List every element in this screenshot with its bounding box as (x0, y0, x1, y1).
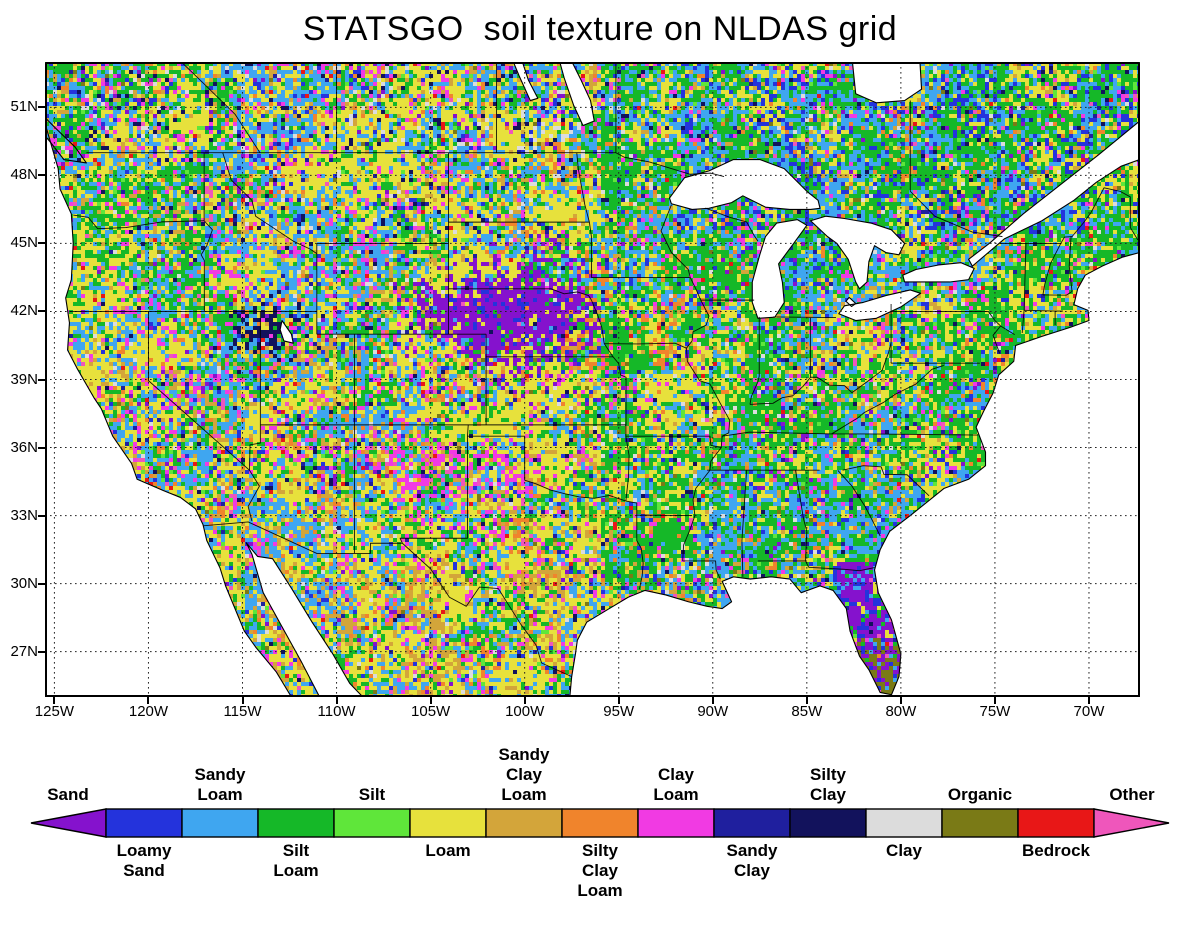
legend-label-silt: Silt (358, 785, 386, 804)
lat-tick-label: 30N (10, 574, 38, 592)
lat-tick-label: 39N (10, 370, 38, 388)
lon-tick-label: 100W (505, 703, 545, 720)
lat-tick-mark (38, 378, 45, 381)
lon-tick-label: 75W (979, 703, 1011, 720)
legend-swatch-silt-loam (257, 808, 335, 838)
lon-tick-mark (711, 697, 714, 704)
lon-tick-mark (899, 697, 902, 704)
lat-tick-label: 36N (10, 438, 38, 456)
legend-swatch-sandy-loam (181, 808, 259, 838)
legend-label-silt-loam: Silt Loam (273, 841, 319, 880)
legend-label-other: Other (1109, 785, 1155, 804)
lon-tick-label: 105W (411, 703, 451, 720)
legend-swatch-sand (30, 808, 107, 838)
lon-tick-label: 125W (34, 703, 74, 720)
legend-label-sandy-clay-loam: Sandy Clay Loam (498, 745, 550, 804)
lat-tick-mark (38, 514, 45, 517)
legend-swatch-clay (865, 808, 943, 838)
lat-tick-label: 48N (10, 166, 38, 184)
legend-swatch-silt (333, 808, 411, 838)
lon-tick-label: 110W (317, 703, 356, 720)
legend-label-organic: Organic (947, 785, 1013, 804)
lon-tick-label: 80W (885, 703, 917, 720)
legend-swatch-bedrock (1017, 808, 1095, 838)
lat-tick-mark (38, 174, 45, 177)
lat-tick-mark (38, 446, 45, 449)
lat-tick-label: 33N (10, 506, 38, 524)
lon-tick-label: 95W (603, 703, 635, 720)
lat-tick-label: 42N (10, 302, 38, 320)
legend-swatch-silty-clay-loam (561, 808, 639, 838)
legend-swatch-clay-loam (637, 808, 715, 838)
lon-tick-mark (335, 697, 338, 704)
lon-tick-mark (429, 697, 432, 704)
plot-title: STATSGO soil texture on NLDAS grid (302, 10, 898, 48)
lat-tick-mark (38, 582, 45, 585)
lon-tick-mark (1087, 697, 1090, 704)
lat-tick-mark (38, 242, 45, 245)
lon-tick-mark (523, 697, 526, 704)
lon-tick-mark (241, 697, 244, 704)
lat-tick-mark (38, 310, 45, 313)
lon-tick-mark (993, 697, 996, 704)
lon-tick-mark (147, 697, 150, 704)
lon-tick-label: 85W (791, 703, 823, 720)
legend-label-sandy-clay: Sandy Clay (726, 841, 778, 880)
legend-swatch-loamy-sand (105, 808, 183, 838)
legend-label-bedrock: Bedrock (1021, 841, 1091, 860)
legend-colorbar (30, 808, 1170, 838)
legend-label-sand: Sand (47, 785, 89, 804)
legend-swatch-loam (409, 808, 487, 838)
legend-swatch-silty-clay (789, 808, 867, 838)
legend-label-silty-clay: Silty Clay (810, 765, 846, 804)
legend-label-loamy-sand: Loamy Sand (116, 841, 172, 880)
legend-swatch-sandy-clay-loam (485, 808, 563, 838)
lat-tick-label: 45N (10, 234, 38, 252)
legend-swatch-other (1093, 808, 1170, 838)
lon-tick-label: 115W (223, 703, 262, 720)
lon-tick-label: 70W (1073, 703, 1105, 720)
legend-label-sandy-loam: Sandy Loam (194, 765, 246, 804)
lat-tick-label: 51N (10, 98, 38, 116)
lon-tick-label: 90W (697, 703, 729, 720)
lat-tick-mark (38, 650, 45, 653)
legend-label-clay: Clay (886, 841, 922, 860)
lon-tick-mark (805, 697, 808, 704)
lat-tick-mark (38, 106, 45, 109)
legend-swatch-sandy-clay (713, 808, 791, 838)
lon-tick-label: 120W (128, 703, 169, 720)
soil-texture-map-canvas (45, 62, 1140, 697)
lat-tick-label: 27N (10, 642, 38, 660)
legend-swatch-organic (941, 808, 1019, 838)
legend-label-loam: Loam (425, 841, 471, 860)
lon-tick-mark (617, 697, 620, 704)
legend-label-silty-clay-loam: Silty Clay Loam (577, 841, 623, 900)
legend-label-clay-loam: Clay Loam (653, 765, 699, 804)
lon-tick-mark (53, 697, 56, 704)
